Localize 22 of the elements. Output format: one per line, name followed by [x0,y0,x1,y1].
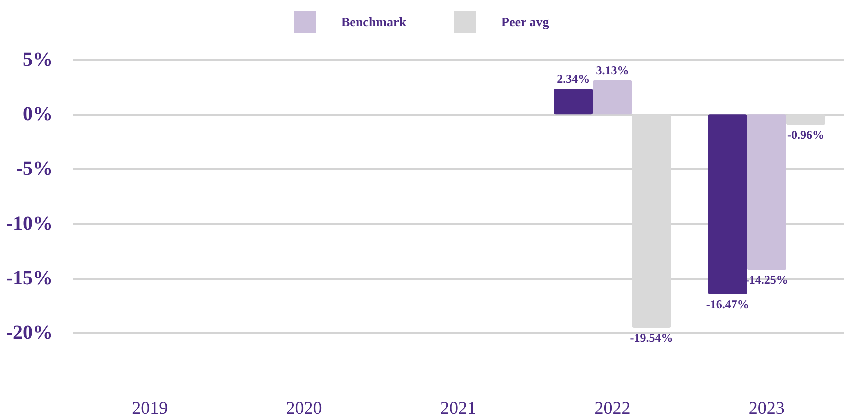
bar [708,114,748,294]
y-tick-label: -20% [6,322,53,344]
data-label: 3.13% [596,63,630,78]
x-tick-label: 2019 [132,398,168,417]
x-tick-label: 2022 [594,398,631,417]
y-tick-label: -10% [6,212,53,235]
data-label: 2.34% [557,72,590,86]
x-tick-label: 2020 [286,398,322,417]
data-label: -16.47% [706,297,750,312]
bar [593,80,632,115]
legend-label: Benchmark [342,14,408,30]
y-tick-label: 0% [23,104,53,126]
y-tick-label: 5% [23,49,53,71]
x-tick-label: 2023 [748,398,785,417]
bar [747,114,786,270]
y-tick-label: -15% [6,267,53,290]
data-label: -0.96% [787,128,824,142]
y-tick-label: -5% [16,158,53,180]
bar [554,89,594,115]
data-label: -19.54% [630,330,674,345]
legend-label: Peer avg [502,14,550,30]
x-tick-label: 2021 [440,398,476,417]
